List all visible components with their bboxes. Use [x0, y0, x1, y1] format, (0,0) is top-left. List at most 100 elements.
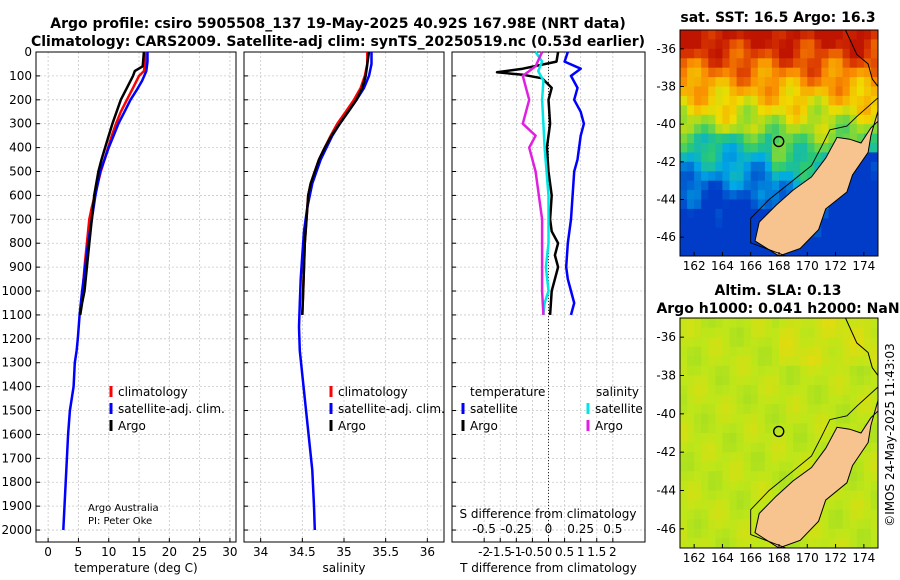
map-cell: [736, 133, 745, 144]
map-cell: [856, 375, 865, 386]
map-cell: [764, 143, 773, 153]
map-cell: [743, 143, 752, 153]
map-cell: [800, 133, 808, 144]
map-cell: [757, 365, 766, 377]
map-cell: [807, 95, 815, 106]
map-cell: [680, 404, 688, 415]
map-cell: [856, 218, 865, 229]
map-cell: [793, 77, 801, 88]
map-cell: [870, 190, 878, 201]
map-cell: [842, 190, 851, 201]
map-cell: [828, 246, 837, 256]
map-cell: [800, 385, 808, 396]
map-cell: [715, 105, 724, 116]
map-cell: [729, 114, 738, 125]
map-cell: [701, 124, 709, 135]
map-cell: [821, 105, 830, 116]
map-cell: [750, 337, 759, 348]
map-cell: [687, 86, 695, 97]
map-cell: [680, 452, 688, 463]
map-cell: [771, 452, 780, 463]
map-cell: [729, 327, 738, 338]
map-cell: [736, 318, 745, 329]
map-cell: [729, 143, 738, 153]
map-cell: [835, 490, 844, 501]
map-cell: [729, 528, 738, 539]
x-tick-label: 36: [420, 545, 435, 559]
map-cell: [786, 114, 794, 125]
map-cell: [863, 327, 872, 338]
map-cell: [708, 442, 716, 453]
map-cell: [870, 490, 878, 501]
map-cell: [771, 490, 780, 501]
map-cell: [743, 95, 752, 106]
map-cell: [722, 528, 731, 539]
map-cell: [786, 413, 794, 424]
map-cell: [771, 365, 780, 377]
map-cell: [708, 208, 716, 219]
map-cell: [849, 337, 858, 348]
map-cell: [828, 86, 837, 97]
map-cell: [680, 500, 688, 511]
map-cell: [680, 227, 688, 238]
map-cell: [835, 30, 844, 40]
series-line-s-argo: [521, 51, 545, 315]
x-tick-label: 30: [222, 545, 237, 559]
x-tick-label: 1.5: [587, 545, 606, 559]
map-cell: [680, 58, 688, 69]
map-cell: [828, 227, 837, 238]
map-cell: [708, 199, 716, 210]
map-cell: [800, 58, 808, 69]
map-cell: [694, 413, 702, 424]
map-cell: [779, 404, 787, 415]
map-cell: [729, 227, 738, 238]
map-cell: [764, 404, 773, 415]
map-cell: [807, 58, 815, 69]
map-cell: [842, 39, 851, 50]
map-cell: [771, 124, 780, 135]
map-cell: [800, 318, 808, 329]
map-cell: [729, 77, 738, 88]
map-cell: [807, 337, 815, 348]
map-cell: [715, 124, 724, 135]
map-cell: [743, 423, 752, 434]
map-cell: [743, 500, 752, 511]
map-cell: [708, 95, 716, 106]
map-cell: [856, 180, 865, 191]
map-cell: [863, 199, 872, 210]
map-cell: [708, 509, 716, 520]
map-cell: [800, 161, 808, 172]
map-cell: [849, 385, 858, 396]
map-cell: [870, 246, 878, 256]
map-cell: [849, 48, 858, 59]
map-cell: [807, 133, 815, 144]
map-cell: [786, 161, 794, 172]
map-cell: [779, 452, 787, 463]
map-cell: [715, 77, 724, 88]
map-cell: [870, 433, 878, 444]
map-cell: [779, 480, 787, 492]
map-cell: [793, 346, 801, 357]
map-cell: [687, 143, 695, 153]
map-cell: [821, 327, 830, 338]
map-cell: [821, 124, 830, 135]
map-cell: [701, 180, 709, 191]
map-cell: [722, 433, 731, 444]
map-cell: [835, 48, 844, 59]
map-cell: [729, 105, 738, 116]
map-cell: [800, 143, 808, 153]
map-cell: [680, 433, 688, 444]
map-cell: [771, 67, 780, 78]
map-cell: [828, 346, 837, 357]
map-cell: [722, 346, 731, 357]
map-cell: [870, 509, 878, 520]
map-cell: [821, 237, 830, 248]
map-cell: [757, 433, 766, 444]
map-cell: [807, 528, 815, 539]
map-cell: [708, 105, 716, 116]
map-cell: [680, 67, 688, 78]
map-cell: [856, 423, 865, 434]
map-cell: [757, 461, 766, 472]
map-cell: [708, 133, 716, 144]
map-cell: [807, 385, 815, 396]
